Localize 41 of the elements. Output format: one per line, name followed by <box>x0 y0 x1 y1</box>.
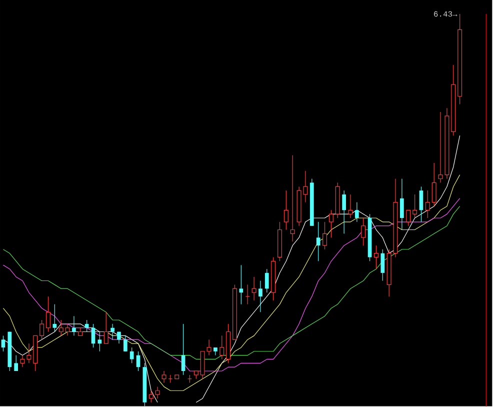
candlestick <box>155 386 160 399</box>
candlestick <box>162 370 166 384</box>
candlestick <box>316 222 320 262</box>
candlestick <box>374 245 378 270</box>
candlestick <box>406 210 411 226</box>
candlestick <box>342 190 346 234</box>
candlestick <box>432 162 436 207</box>
candlestick <box>412 194 418 218</box>
candlestick <box>361 218 366 246</box>
candlestick <box>110 324 114 340</box>
candlestick <box>123 336 128 352</box>
candlestick <box>322 222 327 250</box>
candlestick <box>148 390 154 403</box>
candlestick <box>220 336 224 360</box>
candlestick <box>328 210 334 238</box>
candlestick <box>419 186 424 222</box>
candlestick <box>46 296 50 332</box>
candlestick <box>425 190 430 218</box>
candlestick <box>40 320 44 340</box>
candlestick <box>290 155 295 242</box>
candlestick <box>72 316 76 336</box>
candlestick <box>239 264 244 305</box>
candlestick <box>181 324 186 376</box>
candlestick <box>354 202 359 222</box>
candlestick <box>58 320 64 336</box>
candlestick <box>380 249 385 282</box>
candlestick <box>91 324 96 348</box>
candlestick <box>14 355 18 372</box>
candlestick <box>284 190 288 230</box>
candlestick <box>130 347 134 364</box>
candlestick <box>400 178 404 230</box>
candlestick <box>98 332 102 352</box>
candlestick <box>104 312 108 344</box>
candlestick <box>65 324 70 336</box>
candlestick <box>84 320 89 332</box>
candlestick <box>52 304 57 332</box>
candlestick <box>258 280 262 313</box>
candlestick <box>264 268 269 293</box>
candlestick <box>1 336 6 352</box>
candlestick <box>348 194 353 218</box>
candlestick <box>252 276 256 301</box>
